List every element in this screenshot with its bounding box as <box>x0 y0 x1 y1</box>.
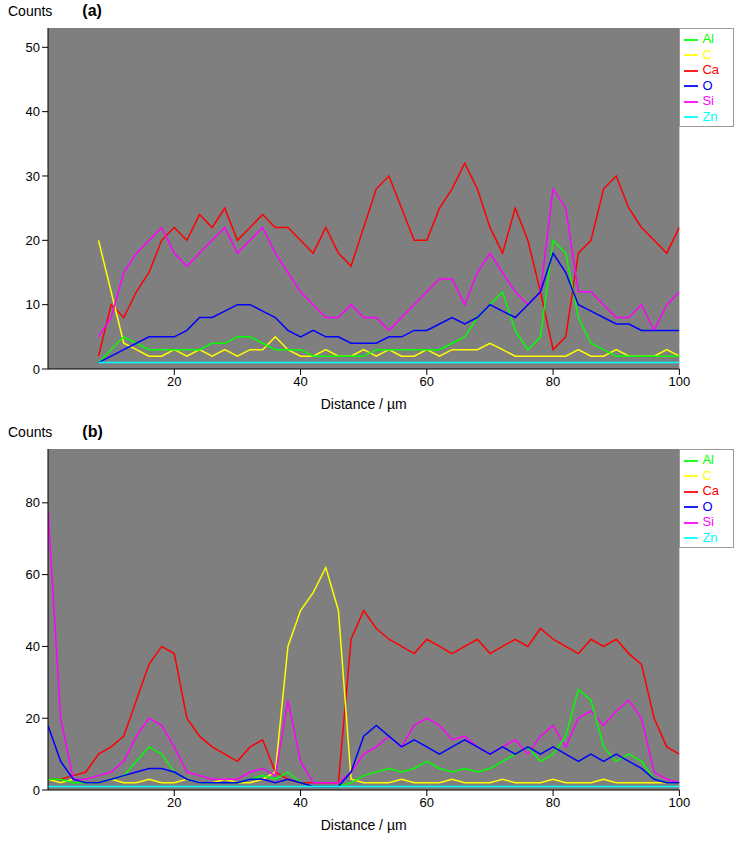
html-text:(a): (a) <box>82 2 102 19</box>
svg-text:Distance / µm: Distance / µm <box>321 817 407 833</box>
svg-text:10: 10 <box>26 297 40 312</box>
svg-text:30: 30 <box>26 169 40 184</box>
svg-text:50: 50 <box>26 40 40 55</box>
svg-text:20: 20 <box>167 795 181 810</box>
svg-text:40: 40 <box>26 639 40 654</box>
html-text:Zn: Zn <box>702 529 718 545</box>
html-text:Zn: Zn <box>702 108 718 124</box>
svg-text:Distance / µm: Distance / µm <box>321 396 407 412</box>
html-text:(b): (b) <box>82 423 103 440</box>
html-text:Al: Al <box>702 31 714 46</box>
html-text:Al: Al <box>702 452 714 467</box>
html-text:Si: Si <box>702 93 714 109</box>
svg-text:0: 0 <box>33 783 40 798</box>
svg-text:80: 80 <box>546 374 560 389</box>
html-text:C: C <box>702 467 712 483</box>
html-text:O: O <box>702 77 713 93</box>
html-text:O: O <box>702 498 713 514</box>
html-text:Ca: Ca <box>702 483 719 499</box>
svg-text:40: 40 <box>26 104 40 119</box>
svg-text:0: 0 <box>33 362 40 377</box>
svg-text:80: 80 <box>546 795 560 810</box>
html-text:Ca: Ca <box>702 62 719 78</box>
svg-text:20: 20 <box>26 233 40 248</box>
html-text:Counts: Counts <box>8 3 53 19</box>
svg-text:20: 20 <box>167 374 181 389</box>
svg-text:40: 40 <box>293 795 307 810</box>
svg-text:100: 100 <box>669 795 691 810</box>
html-text:C: C <box>702 46 712 62</box>
svg-text:40: 40 <box>293 374 307 389</box>
svg-text:20: 20 <box>26 711 40 726</box>
svg-text:60: 60 <box>26 567 40 582</box>
html-text:Si: Si <box>702 514 714 530</box>
html-text:Counts: Counts <box>8 424 53 440</box>
svg-text:80: 80 <box>26 495 40 510</box>
svg-text:60: 60 <box>420 795 434 810</box>
svg-text:100: 100 <box>669 374 691 389</box>
svg-text:60: 60 <box>420 374 434 389</box>
